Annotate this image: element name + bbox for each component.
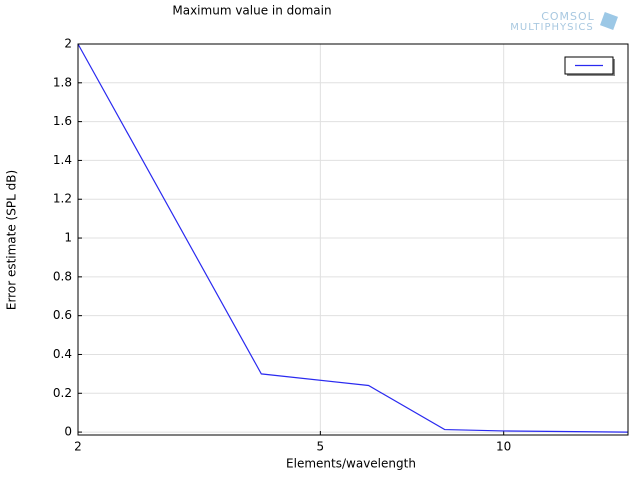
- y-tick-label: 0.4: [53, 347, 72, 361]
- y-tick-label: 1.8: [53, 75, 72, 89]
- y-tick-label: 1.4: [53, 153, 72, 167]
- y-tick-label: 0.2: [53, 386, 72, 400]
- plot-frame: [77, 43, 629, 436]
- chart-title: Maximum value in domain: [172, 4, 331, 18]
- logo-text: MULTIPHYSICS: [510, 22, 593, 33]
- x-axis-label: Elements/wavelength: [286, 457, 416, 471]
- y-tick-label: 0.8: [53, 269, 72, 283]
- y-tick-label: 1.2: [53, 192, 72, 206]
- y-tick-label: 0.6: [53, 308, 72, 322]
- plot-area: 0 0.2 0.4 0.6 0.8 1 1.2 1.4 1.6 1.8 2 2 5 10: [53, 37, 629, 454]
- x-tick-label: 2: [74, 440, 82, 454]
- x-tick-label: 10: [496, 440, 511, 454]
- logo-cube: [600, 12, 618, 30]
- y-tick-label: 2: [64, 37, 72, 51]
- y-tick-label: 1: [64, 231, 72, 245]
- logo-text: COMSOL: [541, 10, 595, 23]
- y-tick-label: 0: [64, 425, 72, 439]
- data-line: [77, 43, 629, 433]
- y-axis-label: Error estimate (SPL dB): [5, 170, 19, 310]
- y-tick-label: 1.6: [53, 114, 72, 128]
- x-tick-label: 5: [317, 440, 325, 454]
